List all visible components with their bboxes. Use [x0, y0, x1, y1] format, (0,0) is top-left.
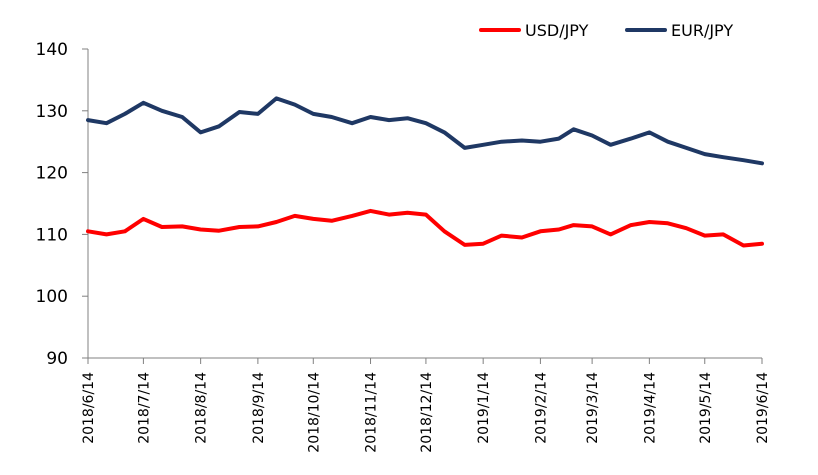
x-tick-label: 2019/4/14 [642, 372, 658, 444]
y-tick-label: 110 [36, 225, 68, 245]
y-tick-label: 120 [36, 164, 68, 184]
y-tick-label: 140 [36, 40, 68, 60]
x-tick-label: 2019/1/14 [476, 372, 492, 444]
legend: USD/JPY EUR/JPY [479, 21, 733, 40]
legend-label: USD/JPY [525, 21, 589, 40]
x-tick-label: 2019/5/14 [698, 372, 714, 444]
x-axis: 2018/6/14 2018/7/14 2018/8/14 2018/9/14 2018… [81, 357, 771, 453]
y-tick-label: 100 [36, 287, 68, 307]
y-tick-label: 130 [36, 102, 68, 122]
y-tick-label: 90 [46, 349, 68, 369]
x-tick-label: 2018/9/14 [251, 372, 267, 444]
x-tick-label: 2018/12/14 [419, 372, 435, 453]
x-tick-label: 2019/3/14 [585, 372, 601, 444]
x-tick-label: 2018/7/14 [136, 372, 152, 444]
x-tick-label: 2019/2/14 [533, 372, 549, 444]
x-tick-label: 2018/10/14 [306, 372, 322, 453]
legend-label: EUR/JPY [671, 21, 733, 40]
series-line-usd-jpy [86, 208, 764, 248]
series-line-eur-jpy [86, 96, 764, 166]
x-tick-label: 2019/6/14 [755, 372, 771, 444]
x-tick-label: 2018/6/14 [81, 372, 97, 444]
x-tick-label: 2018/11/14 [364, 372, 380, 453]
series-layer [86, 96, 764, 248]
x-tick-label: 2018/8/14 [194, 372, 210, 444]
y-axis: 90 100 110 120 130 140 [36, 40, 89, 369]
